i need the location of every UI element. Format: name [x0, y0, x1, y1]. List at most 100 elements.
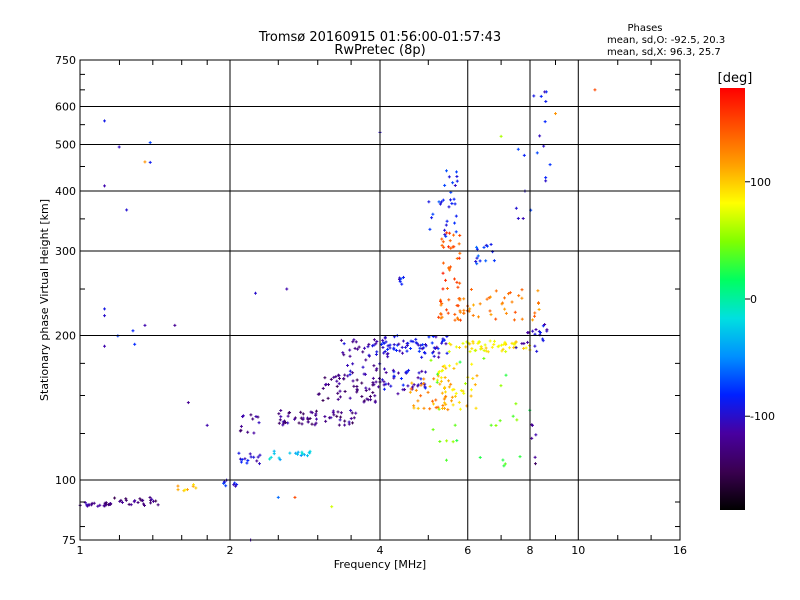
scatter-point — [482, 349, 486, 353]
scatter-point — [494, 317, 498, 321]
scatter-point — [237, 451, 241, 455]
scatter-point — [441, 337, 445, 341]
scatter-points — [78, 88, 597, 542]
scatter-point — [447, 341, 451, 345]
scatter-point — [457, 256, 461, 260]
scatter-point — [453, 221, 457, 225]
scatter-point — [534, 328, 538, 332]
scatter-point — [382, 380, 386, 384]
scatter-point — [234, 484, 238, 488]
scatter-point — [515, 418, 519, 422]
scatter-point — [257, 421, 261, 425]
scatter-point — [448, 239, 452, 243]
scatter-point — [511, 342, 515, 346]
scatter-point — [420, 369, 424, 373]
scatter-point — [483, 343, 487, 347]
scatter-point — [314, 421, 318, 425]
scatter-point — [492, 342, 496, 346]
scatter-point — [447, 350, 451, 354]
scatter-point — [504, 311, 508, 315]
scatter-point — [434, 398, 438, 402]
scatter-point — [316, 392, 320, 396]
scatter-point — [371, 381, 375, 385]
scatter-point — [530, 423, 534, 427]
scatter-point — [369, 398, 373, 402]
scatter-point — [409, 347, 413, 351]
scatter-point — [440, 391, 444, 395]
scatter-point — [335, 414, 339, 418]
scatter-point — [396, 392, 400, 396]
scatter-point — [469, 287, 473, 291]
scatter-point — [386, 344, 390, 348]
scatter-point — [310, 422, 314, 426]
scatter-point — [352, 416, 356, 420]
scatter-point — [432, 402, 436, 406]
scatter-point — [299, 453, 303, 457]
axes: 1 2 4 6 8 10 16 75 100 200 300 400 500 600 750 — [55, 54, 687, 557]
scatter-point — [401, 351, 405, 355]
scatter-point — [461, 341, 465, 345]
scatter-point — [382, 367, 386, 371]
scatter-point — [258, 462, 262, 466]
scatter-point — [484, 346, 488, 350]
scatter-point — [471, 376, 475, 380]
scatter-point — [533, 311, 537, 315]
scatter-point — [411, 385, 415, 389]
scatter-point — [124, 497, 128, 501]
scatter-point — [463, 382, 467, 386]
scatter-point — [143, 323, 147, 327]
scatter-point — [388, 346, 392, 350]
scatter-point — [444, 234, 448, 238]
scatter-point — [347, 420, 351, 424]
scatter-point — [450, 395, 454, 399]
colorbar-tick-label: -100 — [750, 410, 775, 423]
scatter-point — [503, 341, 507, 345]
scatter-point — [248, 452, 252, 456]
scatter-point — [458, 360, 462, 364]
scatter-point — [382, 383, 386, 387]
scatter-point — [440, 406, 444, 410]
scatter-point — [445, 351, 449, 355]
scatter-point — [511, 414, 515, 418]
scatter-point — [431, 428, 435, 432]
x-tick-label: 8 — [527, 544, 534, 557]
scatter-point — [537, 307, 541, 311]
scatter-point — [254, 415, 258, 419]
scatter-point — [241, 414, 245, 418]
scatter-point — [453, 394, 457, 398]
scatter-point — [485, 244, 489, 248]
scatter-point — [536, 289, 540, 293]
scatter-point — [508, 291, 512, 295]
scatter-point — [367, 353, 371, 357]
scatter-point — [352, 384, 356, 388]
scatter-point — [454, 391, 458, 395]
scatter-point — [503, 296, 507, 300]
scatter-point — [458, 310, 462, 314]
scatter-point — [441, 261, 445, 265]
scatter-point — [516, 216, 520, 220]
scatter-point — [362, 346, 366, 350]
scatter-point — [294, 451, 298, 455]
scatter-point — [514, 346, 518, 350]
scatter-point — [249, 455, 253, 459]
scatter-point — [434, 406, 438, 410]
scatter-point — [421, 382, 425, 386]
scatter-point — [417, 371, 421, 375]
scatter-point — [183, 488, 187, 492]
scatter-point — [239, 428, 243, 432]
scatter-point — [90, 503, 94, 507]
scatter-point — [278, 418, 282, 422]
scatter-point — [448, 364, 452, 368]
scatter-point — [125, 208, 129, 212]
scatter-point — [444, 278, 448, 282]
scatter-point — [173, 323, 177, 327]
scatter-point — [382, 351, 386, 355]
scatter-point — [416, 406, 420, 410]
scatter-point — [343, 373, 347, 377]
scatter-point — [416, 376, 420, 380]
scatter-point — [103, 119, 107, 123]
scatter-point — [440, 315, 444, 319]
scatter-point — [522, 153, 526, 157]
scatter-point — [336, 410, 340, 414]
scatter-point — [447, 298, 451, 302]
